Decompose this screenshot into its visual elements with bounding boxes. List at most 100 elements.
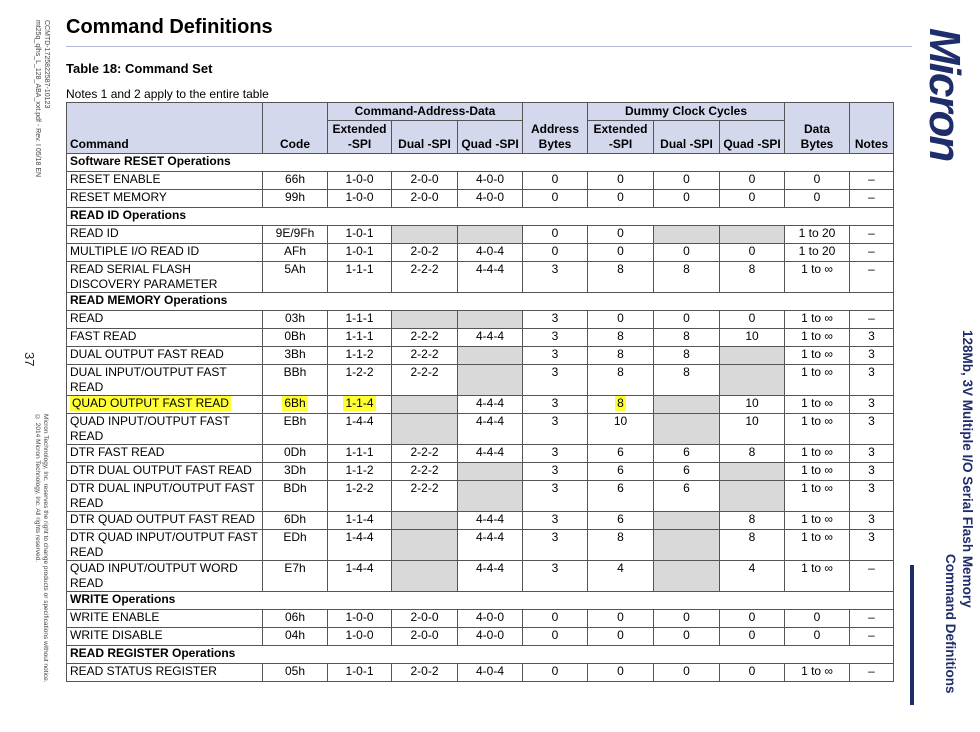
cell-cad-extended: 1-0-0 <box>327 171 392 190</box>
cell-cad-extended: 1-4-4 <box>327 560 392 592</box>
cell-dummy-dual: 6 <box>653 480 720 512</box>
cell-notes: 3 <box>849 346 895 365</box>
cell-address-bytes: 3 <box>522 480 588 512</box>
cell-dummy-dual: 8 <box>653 328 720 347</box>
cell-notes: 3 <box>849 328 895 347</box>
table-row: READ SERIAL FLASH DISCOVERY PARAMETER 5Ah… <box>66 261 895 293</box>
cell-cad-extended: 1-1-4 <box>327 395 392 414</box>
cell-data-bytes: 1 to ∞ <box>784 328 851 347</box>
cell-notes: 3 <box>849 529 895 561</box>
cell-dummy-dual: 0 <box>653 243 720 262</box>
cell-data-bytes: 1 to ∞ <box>784 395 851 414</box>
cell-dummy-quad: 4 <box>718 560 786 592</box>
cell-code: 05h <box>262 663 328 682</box>
table-row: DUAL OUTPUT FAST READ 3Bh 1-1-2 2-2-2 3 8 8 1 t… <box>66 346 895 365</box>
cell-cad-dual: 2-0-0 <box>391 171 458 190</box>
cell-dummy-dual <box>653 529 720 561</box>
cell-code: AFh <box>262 243 328 262</box>
cell-dummy-quad <box>718 225 786 244</box>
table-row: WRITE DISABLE 04h 1-0-0 2-0-0 4-0-0 0 0 0 0 0– <box>66 627 895 646</box>
cell-notes: – <box>849 663 895 682</box>
cell-address-bytes: 3 <box>522 261 588 293</box>
table-note: Notes 1 and 2 apply to the entire table <box>66 87 269 101</box>
cell-cad-quad: 4-0-0 <box>457 171 523 190</box>
cell-code: EBh <box>262 413 328 445</box>
cell-cad-extended: 1-2-2 <box>327 480 392 512</box>
cell-notes: – <box>849 310 895 329</box>
cell-address-bytes: 3 <box>522 444 588 463</box>
cell-command: MULTIPLE I/O READ ID <box>66 243 263 262</box>
highlighted-text: 1-1-4 <box>343 396 376 411</box>
cell-cad-extended: 1-1-1 <box>327 444 392 463</box>
cell-cad-quad: 4-4-4 <box>457 560 523 592</box>
page-number: 37 <box>22 352 37 367</box>
cell-command: DUAL OUTPUT FAST READ <box>66 346 263 365</box>
section-heading: READ ID Operations <box>65 207 895 226</box>
section-row: WRITE Operations <box>65 591 895 610</box>
cell-cad-dual: 2-2-2 <box>391 480 458 512</box>
logo-text: Micron <box>920 28 969 161</box>
cell-cad-extended: 1-0-1 <box>327 663 392 682</box>
cell-cad-quad: 4-0-4 <box>457 243 523 262</box>
cell-cad-extended: 1-0-0 <box>327 609 392 628</box>
cell-dummy-extended: 10 <box>587 413 654 445</box>
cell-cad-dual: 2-0-2 <box>391 243 458 262</box>
cell-cad-dual: 2-0-0 <box>391 189 458 208</box>
header-cad-dual: Dual -SPI <box>391 120 458 154</box>
cell-command: READ SERIAL FLASH DISCOVERY PARAMETER <box>66 261 263 293</box>
cell-dummy-quad <box>718 480 786 512</box>
cell-code: 0Dh <box>262 444 328 463</box>
cell-cad-extended: 1-2-2 <box>327 364 392 396</box>
cell-data-bytes: 1 to ∞ <box>784 529 851 561</box>
cell-data-bytes: 1 to ∞ <box>784 413 851 445</box>
command-set-table: Command Code Command-Address-Data Addres… <box>65 102 895 682</box>
cell-notes: – <box>849 189 895 208</box>
header-data-bytes: Data Bytes <box>784 102 851 154</box>
header-row-1: Command Code Command-Address-Data Addres… <box>66 102 895 154</box>
cell-code: 66h <box>262 171 328 190</box>
side-title-line1: 128Mb, 3V Multiple I/O Serial Flash Memo… <box>960 330 975 608</box>
cell-dummy-extended: 0 <box>587 609 654 628</box>
section-row: Software RESET Operations <box>65 153 895 172</box>
table-row: DUAL INPUT/OUTPUT FAST READ BBh 1-2-2 2-2-2… <box>66 364 895 396</box>
cell-code: BDh <box>262 480 328 512</box>
cell-command: DTR QUAD OUTPUT FAST READ <box>66 511 263 530</box>
cell-cad-dual <box>391 395 458 414</box>
table-row: MULTIPLE I/O READ ID AFh 1-0-1 2-0-2 4-0-4 0 0… <box>66 243 895 262</box>
cell-dummy-quad: 0 <box>718 627 786 646</box>
section-row: READ ID Operations <box>65 207 895 226</box>
table-row: READ STATUS REGISTER 05h 1-0-1 2-0-2 4-0-4 0 0… <box>66 663 895 682</box>
header-cad-quad: Quad -SPI <box>457 120 523 154</box>
cell-command: RESET MEMORY <box>66 189 263 208</box>
highlighted-text: 6Bh <box>282 396 308 411</box>
cell-notes: 3 <box>849 364 895 396</box>
cell-command: DTR DUAL INPUT/OUTPUT FAST READ <box>66 480 263 512</box>
cell-notes: 3 <box>849 462 895 481</box>
cell-dummy-quad <box>718 364 786 396</box>
cell-dummy-quad: 0 <box>718 310 786 329</box>
header-dummy-quad: Quad -SPI <box>718 120 786 154</box>
side-accent-bar <box>910 565 914 705</box>
cell-address-bytes: 3 <box>522 310 588 329</box>
cell-cad-dual: 2-0-0 <box>391 627 458 646</box>
cell-code: E7h <box>262 560 328 592</box>
header-code: Code <box>262 102 328 154</box>
cell-address-bytes: 3 <box>522 364 588 396</box>
cell-cad-dual: 2-0-2 <box>391 663 458 682</box>
cell-address-bytes: 0 <box>522 627 588 646</box>
cell-data-bytes: 1 to ∞ <box>784 560 851 592</box>
cell-code: EDh <box>262 529 328 561</box>
cell-cad-extended: 1-4-4 <box>327 413 392 445</box>
cell-notes: 3 <box>849 480 895 512</box>
cell-cad-extended: 1-0-1 <box>327 243 392 262</box>
cell-address-bytes: 3 <box>522 413 588 445</box>
cell-dummy-quad: 0 <box>718 243 786 262</box>
section-row: READ MEMORY Operations <box>65 292 895 311</box>
cell-address-bytes: 0 <box>522 225 588 244</box>
cell-code: BBh <box>262 364 328 396</box>
cell-address-bytes: 0 <box>522 189 588 208</box>
cell-data-bytes: 0 <box>784 627 851 646</box>
cell-address-bytes: 3 <box>522 346 588 365</box>
table-row: WRITE ENABLE 06h 1-0-0 2-0-0 4-0-0 0 0 0 0 0– <box>66 609 895 628</box>
cell-cad-dual <box>391 225 458 244</box>
